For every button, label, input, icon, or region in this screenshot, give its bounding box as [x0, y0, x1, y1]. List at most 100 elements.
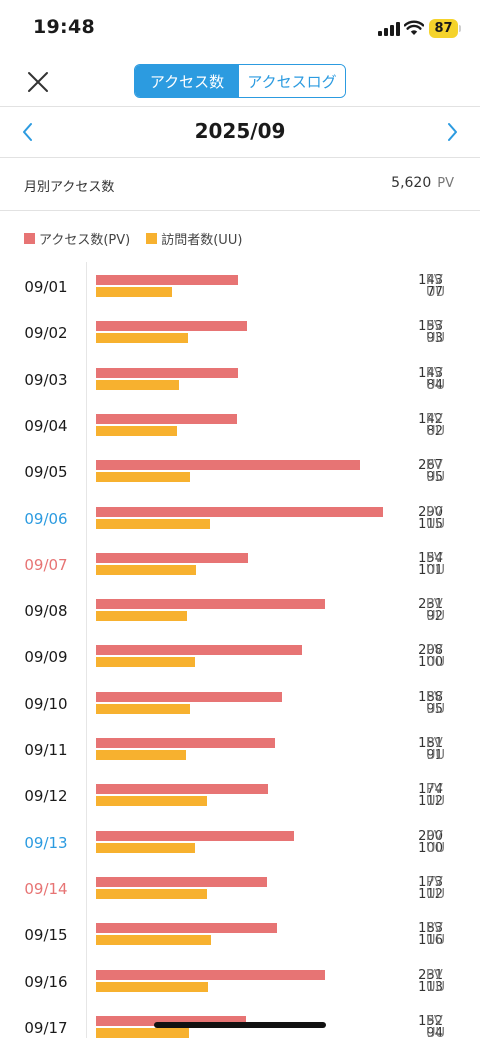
legend-item-uu: 訪問者数(UU) [146, 229, 242, 248]
segmented-control: アクセス数 アクセスログ [134, 64, 346, 98]
unit-pv: PV [426, 643, 443, 658]
bar-uu [96, 472, 191, 482]
bar-uu [96, 843, 195, 853]
close-icon[interactable] [24, 68, 52, 96]
bar-uu [96, 287, 173, 297]
bar-pv [96, 970, 325, 980]
date-label: 09/13 [24, 834, 68, 852]
unit-uu: UU [426, 285, 446, 300]
bar-pv [96, 645, 302, 655]
summary-number: 5,620 [391, 175, 432, 191]
chart-row: 09/15 183 116 PV UU [0, 910, 480, 956]
bar-uu [96, 704, 191, 714]
value-uu: 115 [418, 517, 443, 532]
unit-uu: UU [426, 424, 446, 439]
value-uu: 116 [418, 933, 443, 948]
value-uu: 101 [418, 563, 443, 578]
unit-uu: UU [426, 331, 446, 346]
unit-uu: UU [426, 1026, 446, 1038]
unit-pv: PV [426, 875, 443, 890]
unit-uu: UU [426, 655, 446, 670]
unit-uu: UU [426, 517, 446, 532]
bar-uu [96, 889, 207, 899]
battery-icon: 87 [429, 19, 458, 38]
chevron-left-icon[interactable] [18, 121, 38, 143]
unit-pv: PV [426, 782, 443, 797]
value-uu: 93 [426, 331, 443, 346]
chart-row: 09/14 173 112 PV UU [0, 864, 480, 910]
chart-row: 09/02 153 93 PV UU [0, 308, 480, 354]
value-uu: 112 [418, 887, 443, 902]
bar-pv [96, 368, 238, 378]
unit-pv: PV [426, 412, 443, 427]
value-uu: 82 [426, 424, 443, 439]
chart-row: 09/06 290 115 PV UU [0, 494, 480, 540]
unit-uu: UU [426, 702, 446, 717]
chart-row: 09/13 200 100 PV UU [0, 818, 480, 864]
unit-pv: PV [426, 736, 443, 751]
bar-uu [96, 611, 188, 621]
bar-uu [96, 657, 195, 667]
bar-uu [96, 519, 210, 529]
date-label: 09/07 [24, 556, 68, 574]
date-label: 09/16 [24, 973, 68, 991]
value-pv: 143 [418, 273, 443, 288]
chart-row: 09/09 208 100 PV UU [0, 632, 480, 678]
date-label: 09/08 [24, 602, 68, 620]
value-pv: 142 [418, 412, 443, 427]
bar-pv [96, 507, 383, 517]
month-title: 2025/09 [194, 119, 286, 143]
date-label: 09/04 [24, 417, 68, 435]
unit-pv: PV [426, 690, 443, 705]
signal-icon [378, 22, 400, 36]
unit-pv: PV [426, 921, 443, 936]
date-label: 09/09 [24, 648, 68, 666]
chart-row: 09/11 181 91 PV UU [0, 725, 480, 771]
value-pv: 290 [418, 505, 443, 520]
unit-pv: PV [426, 1014, 443, 1029]
battery-tip [459, 25, 461, 32]
month-selector: 2025/09 [0, 107, 480, 157]
bar-pv [96, 460, 361, 470]
value-uu: 94 [426, 1026, 443, 1038]
unit-uu: UU [426, 563, 446, 578]
date-label: 09/02 [24, 324, 68, 342]
tab-access-log[interactable]: アクセスログ [239, 65, 345, 97]
chart-row: 09/03 143 84 PV UU [0, 355, 480, 401]
chart-row: 09/01 143 77 PV UU [0, 262, 480, 308]
value-uu: 112 [418, 794, 443, 809]
chart-row: 09/04 142 82 PV UU [0, 401, 480, 447]
bar-pv [96, 275, 238, 285]
home-indicator [154, 1022, 326, 1028]
chart-row: 09/08 231 92 PV UU [0, 586, 480, 632]
date-label: 09/10 [24, 695, 68, 713]
legend-swatch-uu [146, 232, 158, 244]
divider [0, 157, 480, 158]
unit-uu: UU [426, 470, 446, 485]
unit-uu: UU [426, 933, 446, 948]
bar-uu [96, 750, 187, 760]
tab-access-count[interactable]: アクセス数 [135, 65, 239, 97]
chevron-right-icon[interactable] [442, 121, 462, 143]
unit-pv: PV [426, 505, 443, 520]
legend-label-uu: 訪問者数(UU) [161, 232, 243, 248]
value-uu: 113 [418, 980, 443, 995]
unit-uu: UU [426, 980, 446, 995]
bar-pv [96, 599, 325, 609]
wifi-icon [404, 20, 424, 35]
divider [0, 106, 480, 107]
bar-pv [96, 738, 276, 748]
date-label: 09/06 [24, 510, 68, 528]
value-pv: 181 [418, 736, 443, 751]
bar-uu [96, 935, 211, 945]
daily-access-chart: 09/01 143 77 PV UU 09/02 153 93 PV UU 09/03 143 84 PV… [0, 262, 480, 1038]
bar-uu [96, 333, 189, 343]
bar-pv [96, 692, 283, 702]
bar-uu [96, 426, 178, 436]
value-pv: 152 [418, 1014, 443, 1029]
bar-pv [96, 553, 249, 563]
unit-uu: UU [426, 794, 446, 809]
date-label: 09/15 [24, 926, 68, 944]
status-time: 19:48 [33, 16, 95, 38]
value-uu: 91 [426, 748, 443, 763]
